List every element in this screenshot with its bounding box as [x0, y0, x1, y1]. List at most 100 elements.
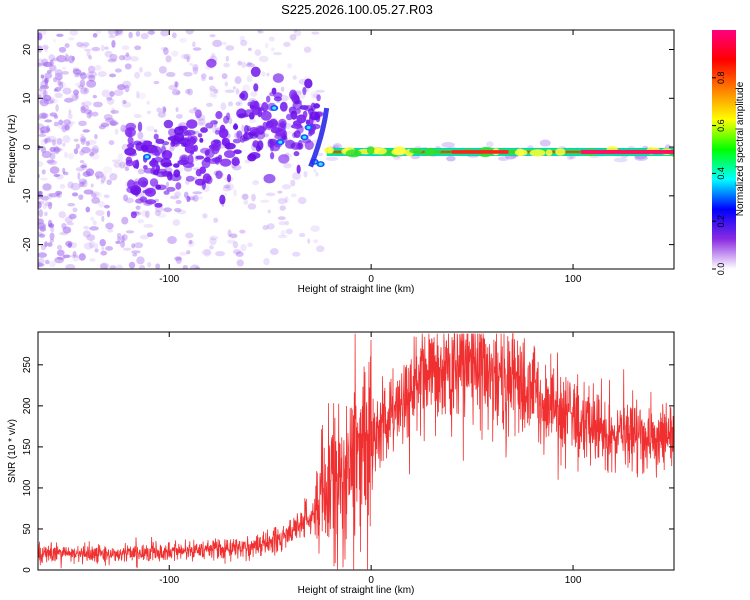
snr-x-ticks: -100 0 100 [159, 332, 582, 586]
spectrogram-noise-blob [71, 192, 79, 197]
spectrogram-dense-blob [186, 119, 198, 129]
spectrogram-dense-blob [189, 137, 197, 145]
spectrogram-noise-blob [284, 220, 290, 226]
spectrogram-noise-blob [192, 66, 199, 75]
spectrogram-dense-blob [154, 202, 163, 208]
spectrogram-noise-blob [175, 114, 183, 119]
spectrogram-noise-blob [38, 62, 43, 67]
spectrogram-noise-blob [175, 107, 179, 113]
spectrogram-dense-blob [147, 148, 159, 153]
spectrogram-noise-blob [209, 88, 214, 96]
spectrogram-noise-blob [229, 233, 238, 239]
spectrogram-dense-blob [169, 173, 182, 182]
spectrogram-dense-blob [302, 110, 308, 119]
spectrogram-dense-blob [133, 140, 142, 146]
spectrogram-noise-blob [92, 191, 102, 198]
spectrogram-noise-blob [88, 109, 93, 118]
spectrogram-noise-blob [186, 250, 191, 255]
spectrogram-dense-blob [219, 158, 232, 167]
spectrogram-noise-blob [105, 222, 114, 230]
spectrogram-noise-blob [41, 76, 47, 83]
spectrogram-noise-blob [94, 248, 99, 253]
spectrogram-noise-blob [179, 251, 188, 256]
spectrogram-noise-blob [146, 232, 154, 238]
spectrogram-noise-blob [171, 32, 177, 39]
colorbar-tick-label: 0.2 [716, 215, 726, 228]
spectrogram-noise-blob [83, 189, 94, 195]
spectrogram-noise-blob [109, 53, 118, 61]
spectrogram-noise-blob [95, 30, 102, 35]
spectrogram-dense-blob [249, 133, 259, 139]
spectrogram-noise-blob [137, 219, 145, 224]
spectrogram-noise-blob [109, 90, 114, 99]
spectrogram-noise-blob [315, 89, 325, 93]
spectrogram-dense-blob [127, 136, 134, 145]
spectrogram-noise-blob [63, 119, 72, 126]
spectrogram-noise-blob [41, 44, 49, 50]
spectrogram-noise-blob [73, 89, 79, 96]
spectrogram-noise-blob [235, 251, 244, 257]
spectrogram-noise-blob [92, 94, 97, 99]
spectrogram-noise-blob [254, 49, 262, 56]
spectrogram-noise-blob [153, 129, 158, 133]
spectrogram-dense-blob [183, 129, 196, 136]
spectrogram-dense-blob [263, 173, 276, 184]
spectrogram-noise-blob [116, 233, 122, 239]
spectrogram-noise-blob [90, 216, 95, 221]
spectrogram-noise-blob [67, 242, 72, 249]
spectrogram-dense-blob [206, 58, 217, 68]
spectrogram-dense-blob [254, 100, 259, 108]
spectrogram-noise-blob [293, 30, 298, 33]
spectrogram-noise-blob [157, 213, 167, 218]
spectrogram-dense-blob [290, 91, 299, 102]
spectrogram-noise-blob [38, 209, 44, 218]
spectrogram-line-halo [539, 139, 551, 147]
spectrogram-rising-arc [308, 107, 330, 168]
spectrogram-dense-blob [173, 163, 180, 168]
spectrogram-noise-blob [146, 100, 150, 105]
spectrogram-line-speckle [324, 147, 333, 154]
spectrogram-noise-blob [56, 249, 65, 257]
spectrogram-noise-blob [303, 46, 312, 53]
spectrogram-noise-blob [188, 108, 197, 114]
spectrogram-noise-blob [109, 172, 118, 181]
spectrogram-noise-blob [106, 210, 111, 218]
spectrogram-noise-blob [79, 160, 85, 164]
spectrogram-noise-blob [238, 102, 243, 107]
spectrogram-noise-blob [128, 261, 136, 269]
spectrogram-noise-blob [213, 88, 219, 94]
spectrogram-noise-blob [80, 137, 86, 145]
spectrogram-dense-blob [247, 153, 257, 162]
spectrogram-dense-blob [225, 112, 231, 121]
spectrogram-noise-blob [87, 71, 98, 78]
spectrogram-noise-blob [205, 102, 213, 107]
spectrogram-noise-blob [162, 107, 167, 113]
spectrogram-noise-blob [222, 186, 232, 192]
spectrogram-noise-blob [40, 74, 45, 79]
spectrogram-noise-blob [232, 241, 239, 249]
spectrogram-noise-blob [130, 56, 139, 62]
spectrogram-noise-blob [38, 144, 41, 151]
spectrogram-noise-blob [209, 235, 219, 241]
spectrogram-dense-blob [163, 190, 170, 195]
spectrogram-noise-blob [105, 246, 114, 251]
spectrogram-dense-blob [270, 152, 275, 160]
spectrogram-dense-blob [232, 138, 241, 144]
spectrogram-noise-blob [59, 231, 69, 236]
spectrogram-noise-blob [175, 81, 179, 88]
spectrogram-noise-blob [267, 209, 271, 214]
spectrogram-noise-blob [153, 80, 160, 85]
spectrogram-noise-layer [38, 30, 330, 269]
spectrogram-noise-blob [110, 109, 120, 114]
spectrogram-line-speckle [373, 147, 387, 155]
spectrogram-noise-blob [224, 81, 229, 87]
spectrogram-noise-blob [78, 253, 86, 261]
spectrogram-noise-blob [107, 30, 115, 36]
spectrogram-noise-blob [252, 180, 260, 186]
colorbar-tick-label: 0.0 [716, 263, 726, 276]
snr-y-tick-label: 150 [22, 438, 33, 455]
spectrogram-noise-blob [59, 82, 64, 90]
spectrogram-noise-blob [224, 89, 235, 93]
spectrogram-noise-blob [311, 31, 320, 35]
spectrogram-noise-blob [67, 181, 74, 189]
